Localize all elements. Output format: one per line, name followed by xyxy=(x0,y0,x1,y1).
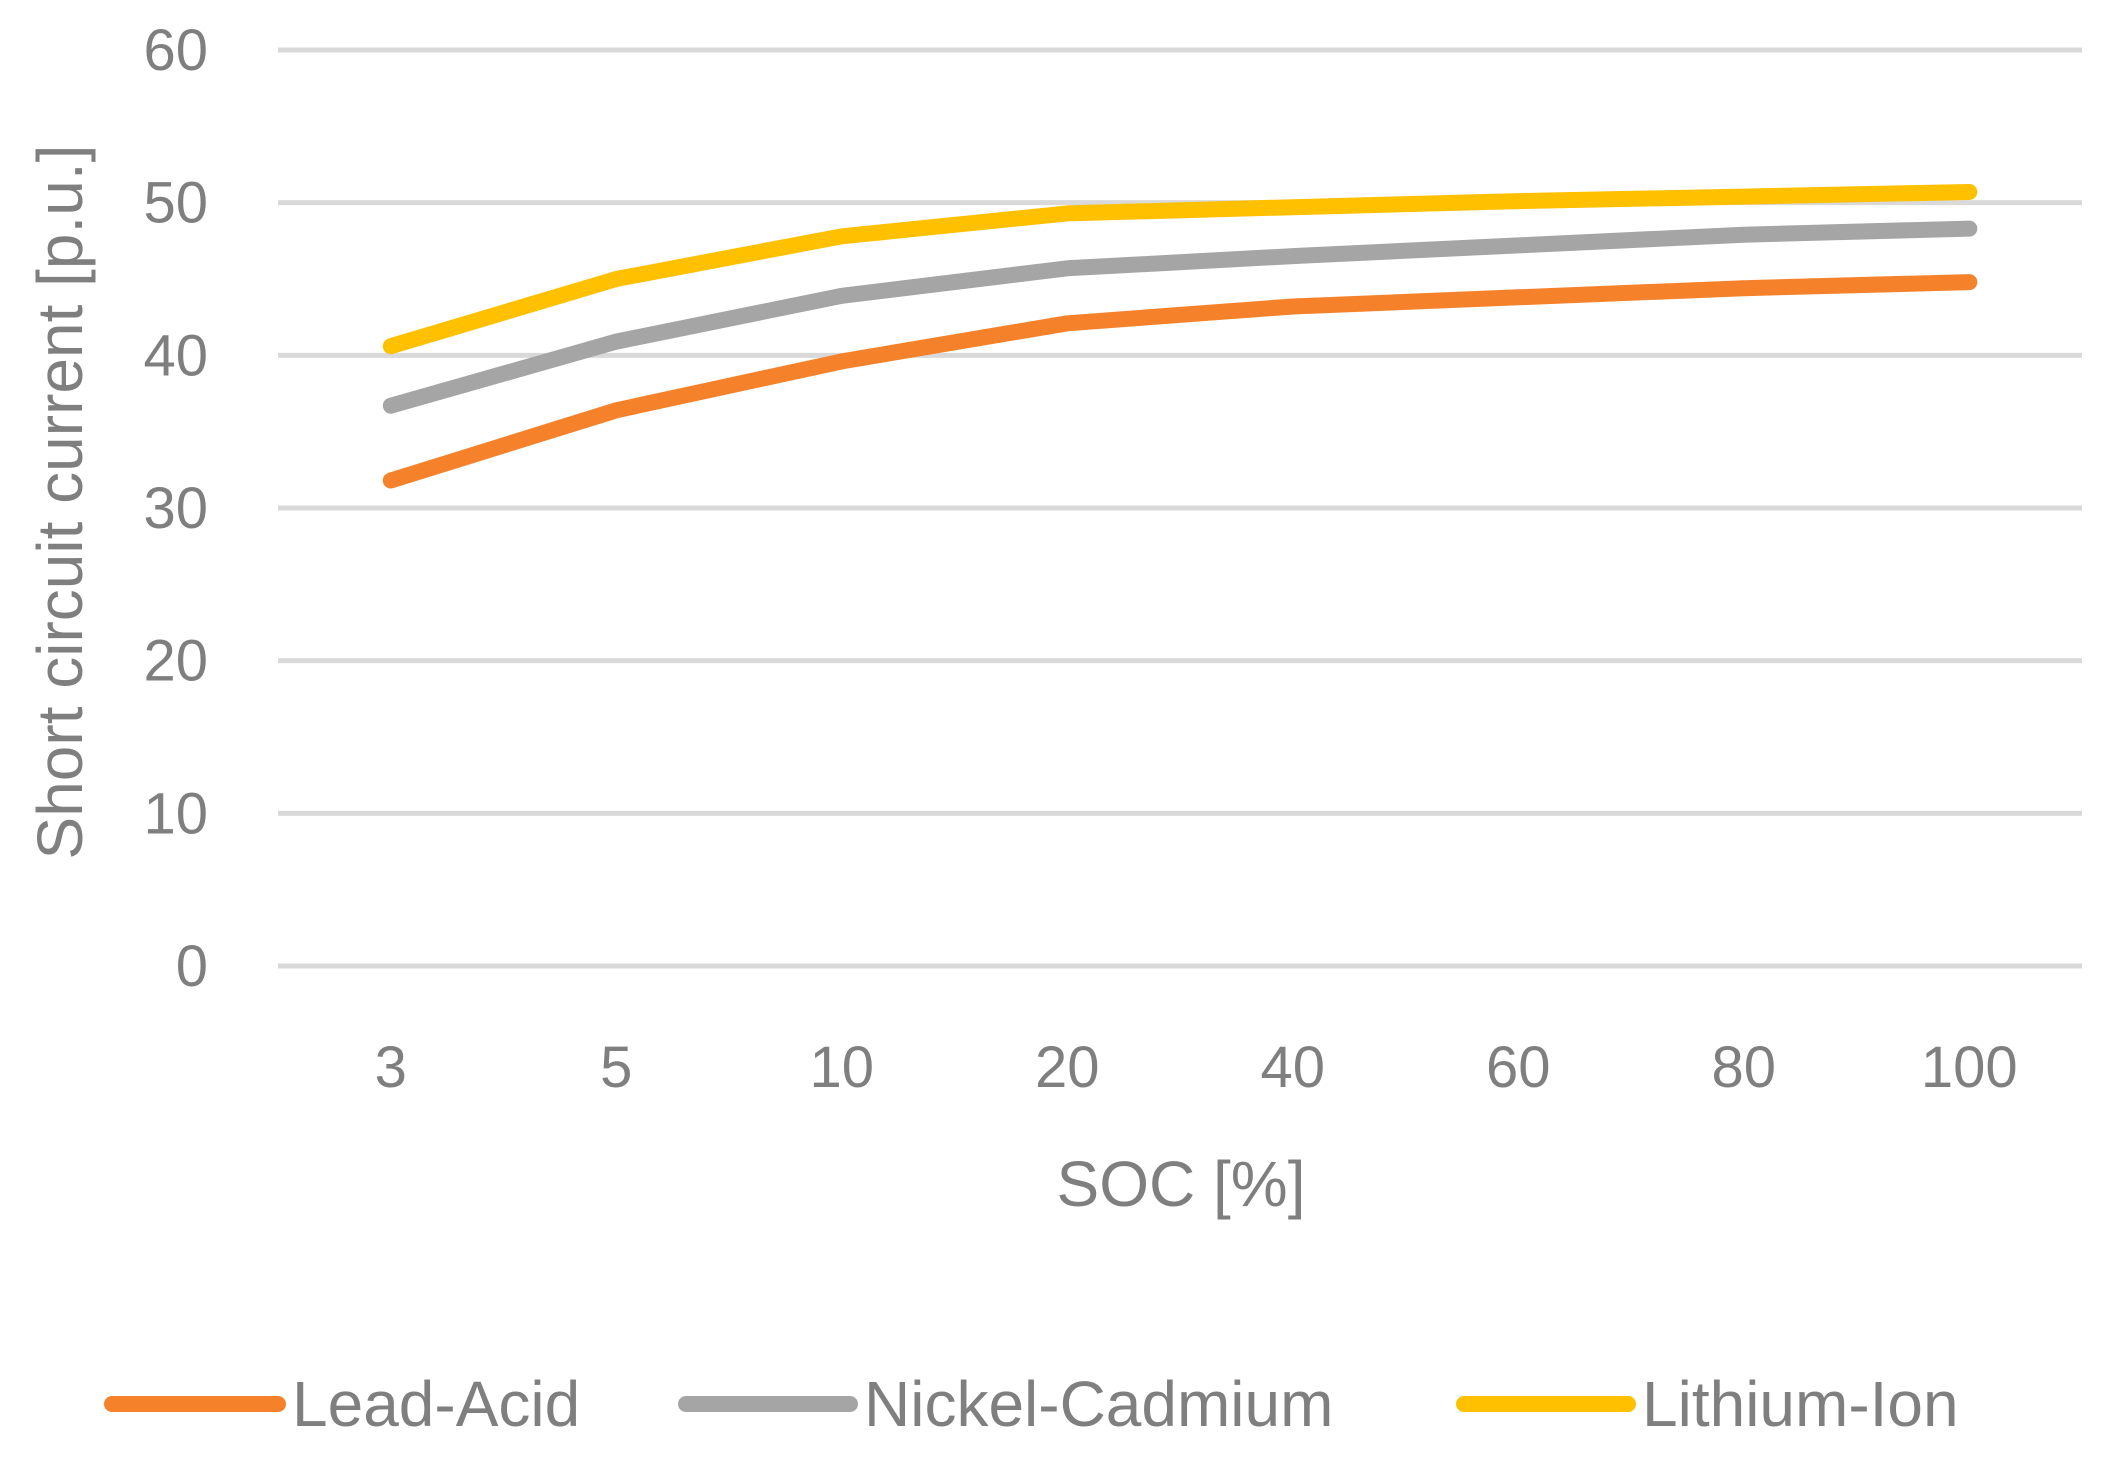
y-tick-label: 40 xyxy=(143,323,208,388)
legend-label: Nickel-Cadmium xyxy=(864,1368,1333,1440)
x-tick-label: 40 xyxy=(1260,1035,1325,1100)
series-lines xyxy=(382,184,1978,489)
x-tick-label: 80 xyxy=(1711,1035,1776,1100)
legend-item-lead-acid: Lead-Acid xyxy=(104,1368,580,1440)
y-tick-label: 60 xyxy=(143,18,208,83)
series-line-lithium-ion xyxy=(382,184,1978,355)
series-line-nickel-cadmium xyxy=(382,220,1978,414)
y-axis-ticks: 0 10 20 30 40 50 60 xyxy=(143,18,208,999)
x-tick-label: 20 xyxy=(1035,1035,1100,1100)
y-tick-label: 0 xyxy=(176,934,208,999)
x-tick-label: 3 xyxy=(375,1035,407,1100)
legend-item-lithium-ion: Lithium-Ion xyxy=(1456,1368,1959,1440)
x-tick-label: 5 xyxy=(600,1035,632,1100)
y-tick-label: 30 xyxy=(143,476,208,541)
y-tick-label: 50 xyxy=(143,171,208,236)
y-tick-label: 10 xyxy=(143,781,208,846)
x-axis-title: SOC [%] xyxy=(1057,1148,1306,1220)
x-axis-ticks: 3 5 10 20 40 60 80 100 xyxy=(375,1035,2018,1100)
legend-item-nickel-cadmium: Nickel-Cadmium xyxy=(678,1368,1333,1440)
y-axis-title: Short circuit current [p.u.] xyxy=(24,145,96,860)
series-line-lead-acid xyxy=(382,274,1978,489)
legend-label: Lead-Acid xyxy=(292,1368,580,1440)
legend-label: Lithium-Ion xyxy=(1642,1368,1959,1440)
legend: Lead-Acid Nickel-Cadmium Lithium-Ion xyxy=(104,1368,1959,1440)
x-tick-label: 100 xyxy=(1921,1035,2018,1100)
y-tick-label: 20 xyxy=(143,629,208,694)
x-tick-label: 10 xyxy=(809,1035,874,1100)
x-tick-label: 60 xyxy=(1486,1035,1551,1100)
